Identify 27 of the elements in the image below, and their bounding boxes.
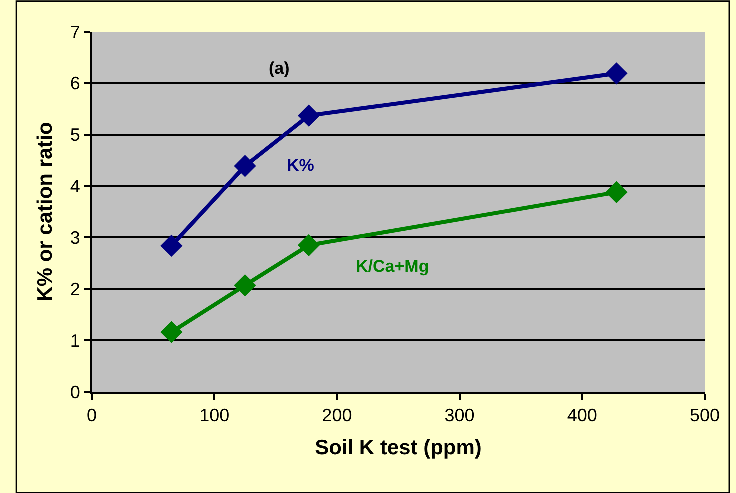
x-axis-title: Soil K test (ppm) bbox=[315, 436, 482, 460]
y-tick-label: 4 bbox=[70, 176, 80, 197]
annotation: (a) bbox=[269, 59, 290, 78]
point bbox=[160, 321, 183, 344]
x-tick-label: 500 bbox=[690, 406, 720, 426]
y-tick-label: 6 bbox=[70, 74, 80, 94]
series-label: K% bbox=[287, 156, 314, 175]
y-tick-label: 1 bbox=[70, 330, 80, 351]
point bbox=[606, 62, 628, 85]
y-tick-label: 5 bbox=[70, 125, 80, 146]
point bbox=[298, 234, 320, 256]
y-tick-label: 7 bbox=[70, 22, 80, 42]
y-tick-label: 2 bbox=[70, 279, 80, 300]
point bbox=[234, 274, 256, 297]
point bbox=[298, 104, 320, 127]
x-tick-label: 400 bbox=[567, 406, 598, 426]
x-tick-label: 0 bbox=[86, 406, 98, 426]
series-label: K/Ca+Mg bbox=[356, 257, 430, 276]
x-tick-label: 300 bbox=[444, 406, 475, 426]
point bbox=[234, 155, 256, 178]
point bbox=[606, 181, 628, 204]
y-axis-title: K% or cation ratio bbox=[34, 122, 58, 302]
x-tick-label: 100 bbox=[200, 406, 230, 426]
x-tick-label: 200 bbox=[322, 406, 352, 426]
y-tick-label: 3 bbox=[70, 228, 80, 248]
point bbox=[160, 234, 183, 257]
y-tick-label: 0 bbox=[70, 382, 80, 402]
